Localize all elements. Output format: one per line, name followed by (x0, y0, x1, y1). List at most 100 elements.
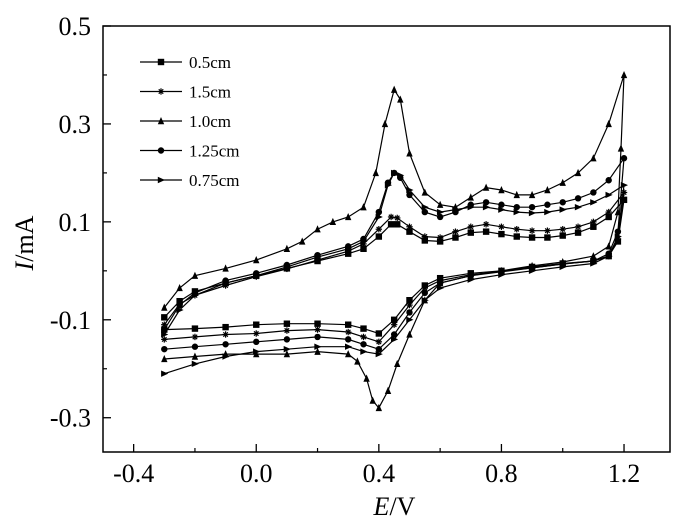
legend-item: 1.25cm (140, 142, 240, 161)
data-point (498, 230, 505, 238)
data-point (544, 208, 552, 216)
data-point (614, 233, 622, 240)
y-tick-label: -0.3 (50, 404, 91, 433)
data-point (390, 169, 399, 177)
data-point (253, 330, 260, 337)
data-point (605, 119, 612, 128)
data-point (436, 234, 444, 241)
legend-item: 1.5cm (140, 83, 231, 102)
data-point (421, 297, 429, 304)
x-axis-unit: /V (389, 492, 415, 521)
data-point (498, 206, 506, 213)
data-point (397, 95, 404, 103)
data-point (528, 203, 536, 211)
data-point (375, 233, 383, 240)
x-tick-label: 1.2 (608, 459, 641, 488)
data-point (161, 331, 169, 338)
legend-item: 0.5cm (140, 53, 231, 72)
data-point (590, 218, 597, 226)
data-point (344, 245, 353, 252)
data-point (314, 347, 321, 355)
data-point (283, 336, 291, 343)
data-point (544, 186, 551, 194)
data-point (253, 321, 260, 328)
data-point (513, 190, 520, 199)
data-point (344, 336, 352, 343)
data-point (498, 201, 505, 208)
data-point (482, 203, 491, 211)
data-point (354, 357, 361, 365)
data-point (452, 234, 459, 241)
data-point (467, 276, 475, 283)
data-point (406, 316, 414, 323)
data-point (590, 154, 597, 162)
data-point (513, 233, 520, 240)
data-point (467, 193, 474, 201)
data-point (222, 323, 229, 331)
plot-frame (102, 25, 671, 453)
data-point (574, 203, 583, 211)
data-point (590, 260, 598, 267)
legend-label: 1.25cm (189, 142, 240, 161)
data-point (528, 234, 536, 241)
plot-curves (161, 70, 629, 412)
data-point (360, 333, 367, 341)
data-point (620, 181, 629, 189)
data-point (590, 199, 598, 206)
data-point (482, 183, 490, 191)
data-point (436, 238, 444, 245)
data-point (283, 350, 291, 358)
data-point (467, 229, 474, 236)
legend-marker (157, 58, 165, 66)
data-point (283, 320, 291, 327)
data-point (620, 155, 628, 162)
y-tick-label: 0.1 (59, 208, 92, 237)
data-point (605, 252, 613, 260)
data-point (222, 341, 229, 348)
data-point (176, 301, 183, 309)
data-point (406, 309, 413, 316)
legend-marker (157, 176, 165, 184)
data-point (528, 267, 537, 275)
x-tick-label: 0.8 (485, 459, 518, 488)
axis-ticks: -0.4 0.0 0.4 0.8 1.2 -0.3 -0.1 0.1 0.3 0.5 (50, 12, 640, 488)
data-point (360, 325, 367, 332)
data-point (253, 350, 260, 358)
data-point (498, 186, 505, 194)
data-point (513, 226, 520, 233)
data-point (394, 359, 401, 368)
data-point (406, 149, 413, 157)
legend-marker (157, 88, 165, 95)
data-point (222, 353, 230, 360)
data-point (421, 203, 429, 211)
data-point (406, 228, 413, 235)
data-point (528, 190, 536, 199)
data-point (406, 330, 413, 338)
data-point (620, 196, 628, 204)
data-point (314, 253, 322, 261)
data-point (605, 208, 612, 216)
y-tick-label: -0.1 (50, 306, 91, 335)
data-point (574, 223, 582, 230)
data-point (191, 271, 199, 279)
data-point (559, 263, 567, 271)
data-point (406, 191, 413, 199)
data-point (528, 227, 536, 234)
x-axis-symbol: E (373, 492, 390, 521)
data-point (191, 325, 199, 332)
data-point (375, 213, 383, 221)
data-point (384, 386, 392, 394)
data-point (436, 284, 445, 292)
data-point (253, 338, 260, 346)
data-point (344, 350, 352, 358)
series-0.75cm (161, 169, 629, 377)
data-point (161, 345, 168, 353)
data-point (406, 186, 414, 194)
data-point (574, 168, 582, 177)
data-point (617, 144, 625, 152)
data-point (406, 301, 413, 309)
legend-label: 1.0cm (189, 112, 231, 131)
data-point (375, 350, 383, 358)
y-tick-label: 0.5 (59, 12, 92, 41)
data-point (513, 208, 521, 216)
